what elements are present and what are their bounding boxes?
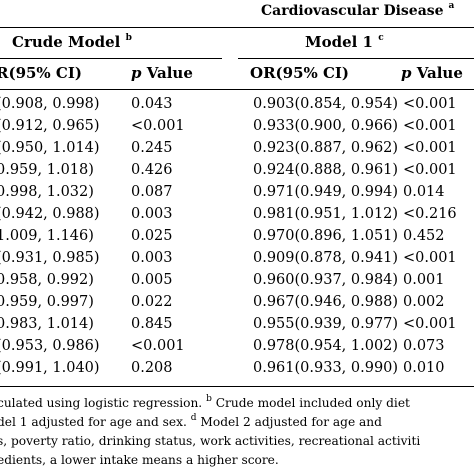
row-1-model1-p: <0.001 [403, 96, 457, 112]
row-4-model1-ci: 0.924(0.888, 0.961) [253, 162, 399, 178]
row-10-crude-ci: 0.959, 0.997) [0, 294, 94, 310]
caption-text: Cardiovascular Disease [261, 3, 444, 19]
row-8-crude-ci: (0.931, 0.985) [0, 250, 100, 266]
row-6-model1-p: <0.216 [403, 206, 457, 222]
model1-or-ci-header: OR(95% CI) [250, 64, 350, 82]
crude-p-value-header: p Value [131, 64, 193, 82]
row-5-model1-p: 0.014 [403, 184, 445, 200]
row-2-crude-p: <0.001 [131, 118, 185, 134]
row-7-model1-ci: 0.970(0.896, 1.051) [253, 228, 399, 244]
row-5-model1-ci: 0.971(0.949, 0.994) [253, 184, 399, 200]
footnote-line-1-b: Crude model included only diet [215, 396, 410, 410]
row-11-crude-ci: 0.983, 1.014) [0, 316, 94, 332]
row-11-model1-ci: 0.955(0.939, 0.977) [253, 316, 399, 332]
crude-model-label: Crude Model [12, 33, 121, 51]
row-6-crude-p: 0.003 [131, 206, 173, 222]
row-3-model1-p: <0.001 [403, 140, 457, 156]
row-8-model1-ci: 0.909(0.878, 0.941) [253, 250, 399, 266]
row-9-model1-ci: 0.960(0.937, 0.984) [253, 272, 399, 288]
row-2-crude-ci: (0.912, 0.965) [0, 118, 100, 134]
row-10-crude-p: 0.022 [131, 294, 173, 310]
footnote-line-1: culated using logistic regression. b Cru… [0, 393, 410, 410]
footnote-marker-d: d [190, 412, 197, 423]
footnote-line-2-b: Model 2 adjusted for age and [200, 415, 382, 429]
row-13-model1-ci: 0.961(0.933, 0.990) [253, 360, 399, 376]
crude-model-marker: b [125, 33, 132, 43]
model1-p-value-header: p Value [401, 64, 463, 82]
row-4-crude-ci: 0.959, 1.018) [0, 162, 94, 178]
row-10-model1-ci: 0.967(0.946, 0.988) [253, 294, 399, 310]
row-8-model1-p: <0.001 [403, 250, 457, 266]
row-6-model1-ci: 0.981(0.951, 1.012) [253, 206, 399, 222]
model1-header: Model 1 c [305, 33, 384, 51]
crude-group-rule [0, 58, 222, 59]
row-4-model1-p: <0.001 [403, 162, 457, 178]
model1-p-letter: p [401, 64, 412, 82]
footnote-line-2: del 1 adjusted for age and sex. d Model … [0, 412, 382, 429]
row-12-model1-ci: 0.978(0.954, 1.002) [253, 338, 399, 354]
row-6-crude-ci: (0.942, 0.988) [0, 206, 100, 222]
row-7-crude-ci: 1.009, 1.146) [0, 228, 94, 244]
row-13-crude-p: 0.208 [131, 360, 173, 376]
row-3-crude-p: 0.245 [131, 140, 173, 156]
row-13-model1-p: 0.010 [403, 360, 445, 376]
row-12-crude-p: <0.001 [131, 338, 185, 354]
row-9-model1-p: 0.001 [403, 272, 445, 288]
footnote-line-2-a: del 1 adjusted for age and sex. [0, 415, 187, 429]
row-7-crude-p: 0.025 [131, 228, 173, 244]
row-13-crude-ci: (0.991, 1.040) [0, 360, 100, 376]
footnote-marker-b: b [206, 393, 212, 404]
bottom-rule [0, 386, 474, 387]
footnote-line-1-a: culated using logistic regression. [0, 396, 203, 410]
row-1-crude-ci: (0.908, 0.998) [0, 96, 100, 112]
footnote-line-3: s, poverty ratio, drinking status, work … [0, 434, 421, 448]
row-9-crude-ci: 0.958, 0.992) [0, 272, 94, 288]
row-12-crude-ci: (0.953, 0.986) [0, 338, 100, 354]
crude-p-letter: p [131, 64, 142, 82]
caption-footnote-marker: a [448, 1, 455, 12]
crude-model-header: Crude Model b [12, 33, 132, 51]
header-bottom-rule [0, 89, 474, 90]
model1-label: Model 1 [305, 33, 373, 51]
crude-value-word: Value [146, 64, 193, 82]
row-1-crude-p: 0.043 [131, 96, 173, 112]
row-2-model1-ci: 0.933(0.900, 0.966) [253, 118, 399, 134]
row-10-model1-p: 0.002 [403, 294, 445, 310]
row-7-model1-p: 0.452 [403, 228, 445, 244]
model1-group-rule [238, 58, 474, 59]
row-11-model1-p: <0.001 [403, 316, 457, 332]
model1-marker: c [378, 33, 384, 43]
footnote-line-4: edients, a lower intake means a higher s… [0, 453, 279, 467]
model1-value-word: Value [416, 64, 463, 82]
table-caption: Cardiovascular Disease a [261, 1, 455, 19]
row-11-crude-p: 0.845 [131, 316, 173, 332]
crude-or-ci-header: R(95% CI) [0, 64, 82, 82]
row-8-crude-p: 0.003 [131, 250, 173, 266]
row-9-crude-p: 0.005 [131, 272, 173, 288]
row-3-crude-ci: (0.950, 1.014) [0, 140, 100, 156]
row-5-crude-p: 0.087 [131, 184, 173, 200]
row-1-model1-ci: 0.903(0.854, 0.954) [253, 96, 399, 112]
row-4-crude-p: 0.426 [131, 162, 173, 178]
row-5-crude-ci: 0.998, 1.032) [0, 184, 94, 200]
row-12-model1-p: 0.073 [403, 338, 445, 354]
row-3-model1-ci: 0.923(0.887, 0.962) [253, 140, 399, 156]
row-2-model1-p: <0.001 [403, 118, 457, 134]
top-rule [0, 27, 474, 28]
